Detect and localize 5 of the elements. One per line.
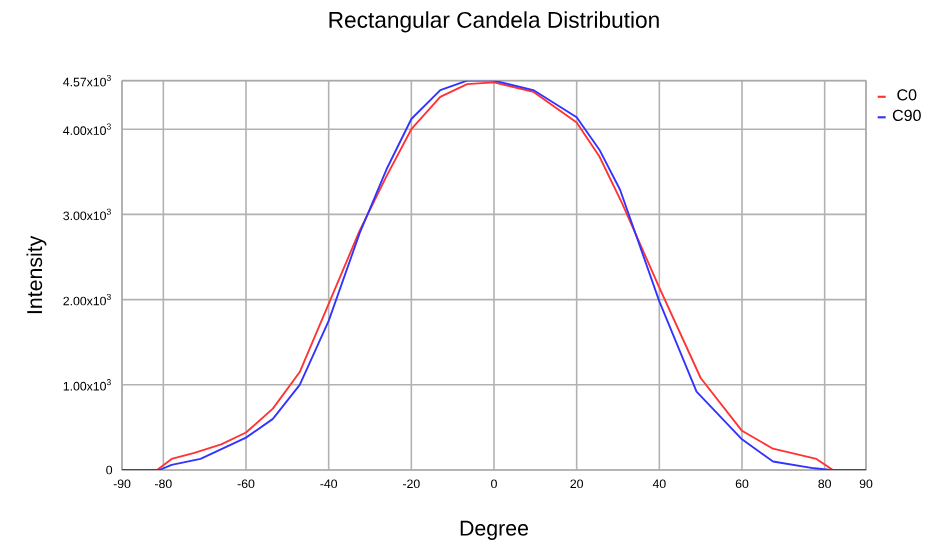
chart-title: Rectangular Candela Distribution [329,11,659,33]
legend-label: C0 [897,89,917,101]
legend-label: C90 [892,109,921,122]
x-axis-title: Degree [460,520,529,540]
y-axis-title: Intensity [26,235,47,314]
